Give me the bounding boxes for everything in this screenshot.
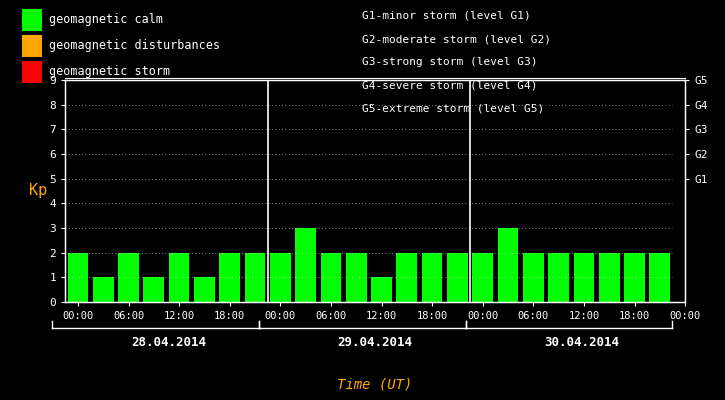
- Bar: [473, 253, 493, 302]
- Bar: [624, 253, 645, 302]
- Text: G2-moderate storm (level G2): G2-moderate storm (level G2): [362, 34, 552, 44]
- Text: geomagnetic calm: geomagnetic calm: [49, 14, 163, 26]
- Bar: [194, 277, 215, 302]
- Bar: [320, 253, 341, 302]
- Bar: [346, 253, 367, 302]
- Bar: [220, 253, 240, 302]
- Text: G1-minor storm (level G1): G1-minor storm (level G1): [362, 11, 531, 21]
- Bar: [270, 253, 291, 302]
- Bar: [169, 253, 189, 302]
- Bar: [295, 228, 316, 302]
- Bar: [144, 277, 164, 302]
- Bar: [93, 277, 114, 302]
- Bar: [397, 253, 417, 302]
- Bar: [523, 253, 544, 302]
- Bar: [67, 253, 88, 302]
- Bar: [599, 253, 620, 302]
- Text: Time (UT): Time (UT): [338, 377, 413, 391]
- Bar: [548, 253, 569, 302]
- Text: geomagnetic storm: geomagnetic storm: [49, 66, 170, 78]
- Text: 28.04.2014: 28.04.2014: [131, 336, 206, 348]
- Bar: [118, 253, 139, 302]
- Text: G5-extreme storm (level G5): G5-extreme storm (level G5): [362, 104, 544, 114]
- Bar: [573, 253, 594, 302]
- Bar: [422, 253, 442, 302]
- Text: geomagnetic disturbances: geomagnetic disturbances: [49, 40, 220, 52]
- Text: G4-severe storm (level G4): G4-severe storm (level G4): [362, 81, 538, 91]
- Text: G3-strong storm (level G3): G3-strong storm (level G3): [362, 58, 538, 68]
- Bar: [447, 253, 468, 302]
- Y-axis label: Kp: Kp: [29, 184, 47, 198]
- Text: 30.04.2014: 30.04.2014: [544, 336, 619, 348]
- Bar: [497, 228, 518, 302]
- Bar: [244, 253, 265, 302]
- Text: 29.04.2014: 29.04.2014: [338, 336, 413, 348]
- Bar: [650, 253, 670, 302]
- Bar: [371, 277, 392, 302]
